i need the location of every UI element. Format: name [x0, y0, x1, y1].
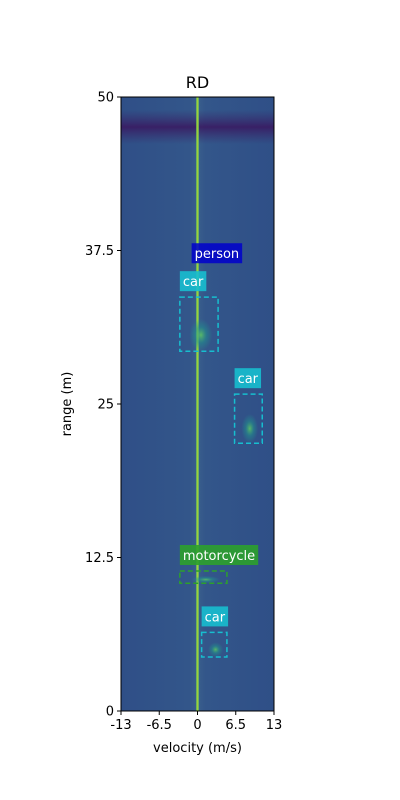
x-tick-label: 6.5	[225, 718, 246, 733]
detection-label-motorcycle: motorcycle	[183, 549, 255, 564]
x-axis-label: velocity (m/s)	[153, 741, 242, 756]
plot-area	[121, 97, 274, 711]
detection-badge-motorcycle	[179, 545, 259, 566]
detection-box-motorcycle	[179, 570, 228, 585]
heatmap-returns	[189, 318, 259, 657]
y-tick-label: 12.5	[85, 551, 114, 566]
y-tick-label: 25	[97, 398, 114, 413]
heatmap-zero-doppler-core	[197, 97, 198, 711]
y-tick-label: 50	[97, 91, 114, 106]
y-tick-label: 37.5	[85, 244, 114, 259]
heatmap-return-blob	[191, 575, 220, 584]
detection-label-person: person	[195, 247, 240, 262]
detection-label-car: car	[205, 610, 226, 625]
detection-badge-person	[191, 243, 243, 264]
y-tick-label: 0	[106, 705, 114, 720]
detections: car person car motorcycle car	[179, 243, 263, 658]
detection-badge-car	[201, 606, 229, 627]
detection-box-car	[200, 631, 228, 658]
detection-label-car: car	[183, 275, 204, 290]
detection-label-car: car	[238, 372, 259, 387]
y-axis-label: range (m)	[60, 372, 75, 437]
detection-box-car	[179, 296, 219, 352]
detection-box-car	[233, 393, 263, 445]
chart-title: RD	[186, 73, 209, 92]
x-tick-label: -13	[110, 718, 131, 733]
heatmap-return-blob	[207, 642, 224, 657]
heatmap-return-blob	[189, 318, 213, 352]
heatmap-return-blob	[241, 413, 259, 444]
detection-badge-car	[179, 271, 207, 292]
y-axis-ticks: 0 12.5 25 37.5 50	[85, 91, 121, 720]
x-tick-label: 13	[266, 718, 283, 733]
x-axis-ticks: -13 -6.5 0 6.5 13	[110, 711, 282, 733]
x-tick-label: 0	[193, 718, 201, 733]
x-tick-label: -6.5	[147, 718, 172, 733]
detection-badge-car	[234, 368, 262, 389]
